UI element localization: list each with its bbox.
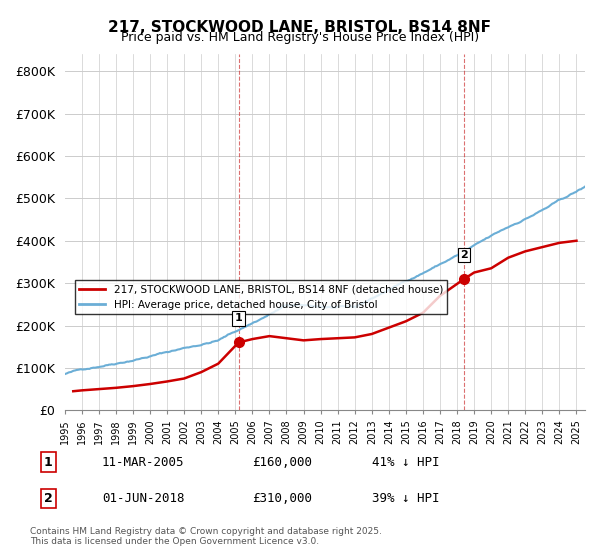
Legend: 217, STOCKWOOD LANE, BRISTOL, BS14 8NF (detached house), HPI: Average price, det: 217, STOCKWOOD LANE, BRISTOL, BS14 8NF (… [75,280,447,314]
Text: Price paid vs. HM Land Registry's House Price Index (HPI): Price paid vs. HM Land Registry's House … [121,31,479,44]
Text: 11-MAR-2005: 11-MAR-2005 [102,455,185,469]
Text: 39% ↓ HPI: 39% ↓ HPI [372,492,439,505]
Text: Contains HM Land Registry data © Crown copyright and database right 2025.
This d: Contains HM Land Registry data © Crown c… [30,526,382,546]
Text: £310,000: £310,000 [252,492,312,505]
Text: 1: 1 [44,455,52,469]
Text: 2: 2 [460,250,468,260]
Text: 1: 1 [235,314,242,323]
Text: 01-JUN-2018: 01-JUN-2018 [102,492,185,505]
Text: £160,000: £160,000 [252,455,312,469]
Text: 2: 2 [44,492,52,505]
Text: 41% ↓ HPI: 41% ↓ HPI [372,455,439,469]
Text: 217, STOCKWOOD LANE, BRISTOL, BS14 8NF: 217, STOCKWOOD LANE, BRISTOL, BS14 8NF [109,20,491,35]
